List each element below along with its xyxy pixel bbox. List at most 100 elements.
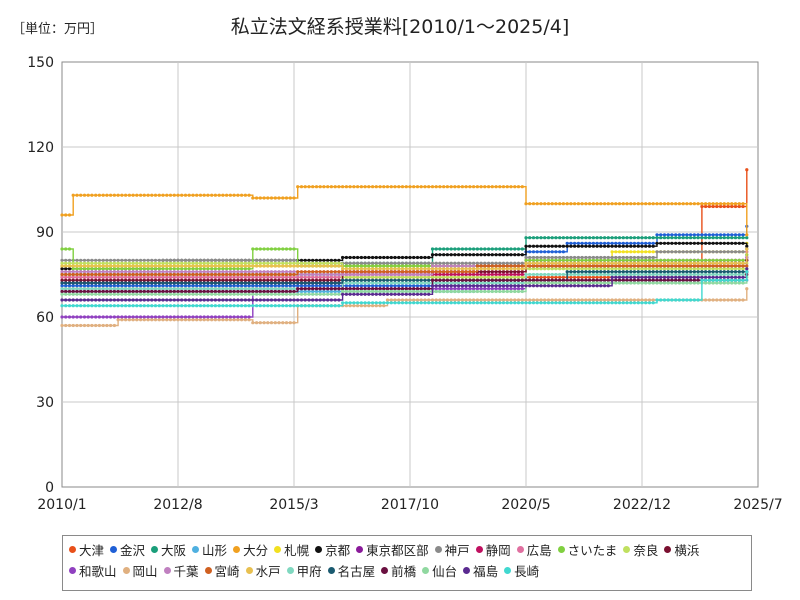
data-point: [603, 275, 607, 279]
data-point: [314, 287, 319, 291]
data-point: [393, 298, 397, 302]
data-point: [472, 267, 476, 271]
data-point: [198, 270, 203, 274]
data-point: [318, 264, 322, 268]
data-point: [90, 298, 94, 302]
data-point: [296, 281, 300, 285]
data-point: [408, 292, 412, 296]
data-point: [157, 275, 161, 279]
data-point: [715, 270, 719, 274]
data-point: [258, 289, 262, 294]
data-point: [75, 270, 79, 274]
data-point: [528, 264, 532, 268]
data-point: [468, 261, 472, 265]
data-point: [434, 298, 438, 302]
legend-item: 前橋: [381, 561, 416, 580]
data-point: [142, 275, 146, 279]
data-point: [247, 275, 251, 279]
data-point: [644, 261, 648, 265]
data-point: [348, 261, 352, 265]
data-point: [176, 292, 180, 296]
data-point: [681, 264, 685, 268]
data-point: [109, 287, 113, 291]
data-point: [101, 264, 105, 268]
data-point: [86, 304, 90, 308]
data-point: [120, 281, 124, 285]
data-point: [576, 267, 581, 271]
data-point: [546, 264, 551, 268]
data-point: [314, 292, 319, 296]
data-point: [644, 270, 648, 274]
data-point: [90, 287, 94, 291]
data-point: [494, 185, 498, 189]
data-point: [153, 261, 158, 265]
data-point: [221, 315, 225, 319]
data-point: [146, 258, 150, 262]
data-point: [479, 247, 483, 251]
data-point: [273, 275, 277, 279]
data-point: [603, 264, 607, 268]
x-tick-label: 2012/8: [153, 497, 202, 513]
data-point: [269, 278, 274, 282]
data-point: [565, 298, 569, 302]
data-point: [176, 267, 180, 271]
data-point: [374, 264, 378, 268]
data-point: [677, 298, 682, 302]
data-point: [457, 275, 461, 279]
data-point: [704, 275, 708, 279]
data-point: [550, 272, 554, 277]
data-point: [741, 202, 745, 206]
data-point: [408, 261, 412, 265]
data-point: [198, 261, 203, 265]
data-point: [385, 185, 390, 189]
data-point: [610, 272, 614, 277]
data-point: [172, 267, 176, 271]
data-point: [262, 298, 266, 302]
data-point: [356, 270, 360, 274]
data-point: [79, 272, 83, 277]
data-point: [195, 287, 199, 291]
data-point: [269, 272, 274, 277]
data-point: [689, 261, 693, 265]
data-point: [165, 292, 169, 296]
data-point: [64, 278, 68, 282]
data-point: [314, 270, 319, 274]
data-point: [524, 255, 528, 260]
data-point: [636, 272, 640, 277]
data-point: [692, 278, 697, 282]
data-point: [90, 278, 94, 282]
data-point: [427, 287, 431, 291]
data-point: [326, 278, 330, 282]
data-point: [670, 275, 674, 279]
data-point: [445, 278, 449, 282]
data-point: [142, 258, 146, 262]
data-point: [311, 258, 315, 262]
data-point: [603, 267, 607, 271]
data-point: [468, 253, 472, 257]
data-point: [415, 301, 420, 305]
data-point: [442, 298, 446, 302]
data-point: [299, 292, 304, 296]
data-point: [277, 287, 281, 291]
data-point: [161, 304, 165, 308]
data-point: [116, 193, 120, 197]
data-point: [127, 315, 131, 319]
data-point: [258, 247, 262, 251]
data-point: [273, 289, 277, 294]
data-point: [198, 298, 203, 302]
data-point: [565, 261, 569, 265]
data-point: [457, 301, 461, 305]
data-point: [202, 272, 206, 277]
data-point: [531, 258, 536, 262]
data-point: [498, 289, 502, 294]
data-point: [288, 247, 292, 251]
data-point: [79, 281, 83, 285]
data-point: [296, 287, 300, 291]
data-point: [655, 236, 659, 240]
data-point: [109, 292, 113, 296]
data-point: [255, 298, 259, 302]
data-point: [255, 321, 259, 325]
data-point: [408, 275, 412, 279]
data-point: [659, 233, 663, 237]
data-point: [704, 267, 708, 271]
